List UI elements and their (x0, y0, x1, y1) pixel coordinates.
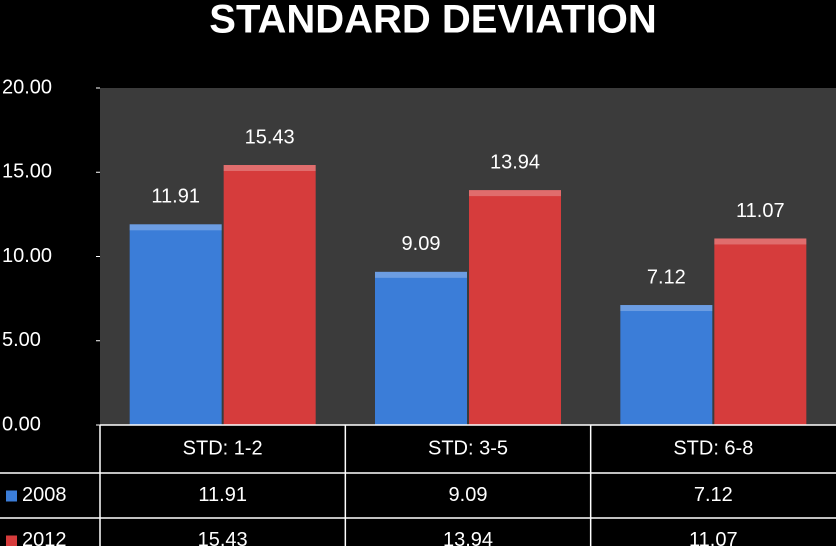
table-header: STD: 1-2 (183, 437, 263, 459)
y-tick-label: 5.00 (2, 329, 41, 351)
bar (375, 271, 467, 425)
data-label: 15.43 (245, 126, 295, 148)
table-cell: 7.12 (694, 484, 733, 506)
table-cell: 15.43 (198, 529, 248, 546)
bar-highlight (223, 165, 316, 172)
bar-highlight (469, 190, 561, 197)
table-header: STD: 6-8 (673, 437, 753, 459)
bar-highlight (375, 271, 467, 278)
table-cell: 13.94 (443, 529, 493, 546)
bar-highlight (620, 305, 713, 312)
data-label: 11.91 (151, 186, 200, 208)
table-cell: 9.09 (449, 484, 488, 506)
data-label: 7.12 (647, 266, 686, 288)
y-tick-label: 10.00 (2, 245, 52, 267)
y-tick-label: 15.00 (2, 161, 52, 183)
legend-label: 2008 (22, 484, 67, 506)
legend-swatch (6, 490, 17, 502)
chart-title: STANDARD DEVIATION (209, 0, 656, 42)
bar (620, 305, 713, 425)
y-tick-label: 0.00 (2, 413, 41, 435)
y-tick-label: 20.00 (2, 76, 52, 98)
bar (714, 238, 807, 425)
data-label: 9.09 (402, 233, 441, 255)
data-label: 13.94 (490, 151, 540, 173)
data-label: 11.07 (736, 200, 785, 222)
bar-highlight (714, 238, 807, 245)
bar (469, 190, 561, 425)
table-header: STD: 3-5 (428, 437, 508, 459)
bar (129, 224, 222, 425)
legend-label: 2012 (22, 529, 67, 546)
bar-highlight (129, 224, 222, 231)
bar (223, 165, 316, 425)
plot-area (100, 88, 836, 425)
legend-swatch (6, 535, 17, 546)
table-cell: 11.91 (198, 484, 247, 506)
table-cell: 11.07 (689, 529, 738, 546)
